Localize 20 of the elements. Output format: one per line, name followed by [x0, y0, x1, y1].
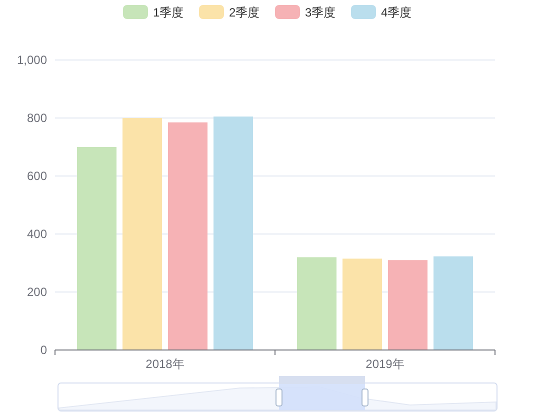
y-tick-label: 600 — [26, 169, 48, 183]
y-tick-label: 0 — [40, 343, 48, 357]
y-tick-label: 1,000 — [16, 53, 48, 67]
legend-label: 1季度 — [153, 6, 184, 20]
bar — [342, 258, 382, 350]
y-tick-label: 400 — [26, 227, 48, 241]
bar — [77, 147, 116, 350]
bar — [297, 257, 336, 350]
bar — [388, 260, 428, 350]
bar — [214, 116, 253, 350]
y-tick-label: 200 — [26, 285, 48, 299]
y-tick-label: 800 — [26, 111, 48, 125]
bar — [122, 118, 162, 350]
x-tick-label: 2018年 — [146, 357, 184, 371]
bar — [168, 122, 208, 350]
bar — [434, 256, 473, 350]
legend-label: 2季度 — [229, 6, 260, 20]
x-tick-label: 2019年 — [366, 357, 404, 371]
legend-label: 3季度 — [305, 6, 336, 20]
legend-label: 4季度 — [381, 6, 412, 20]
